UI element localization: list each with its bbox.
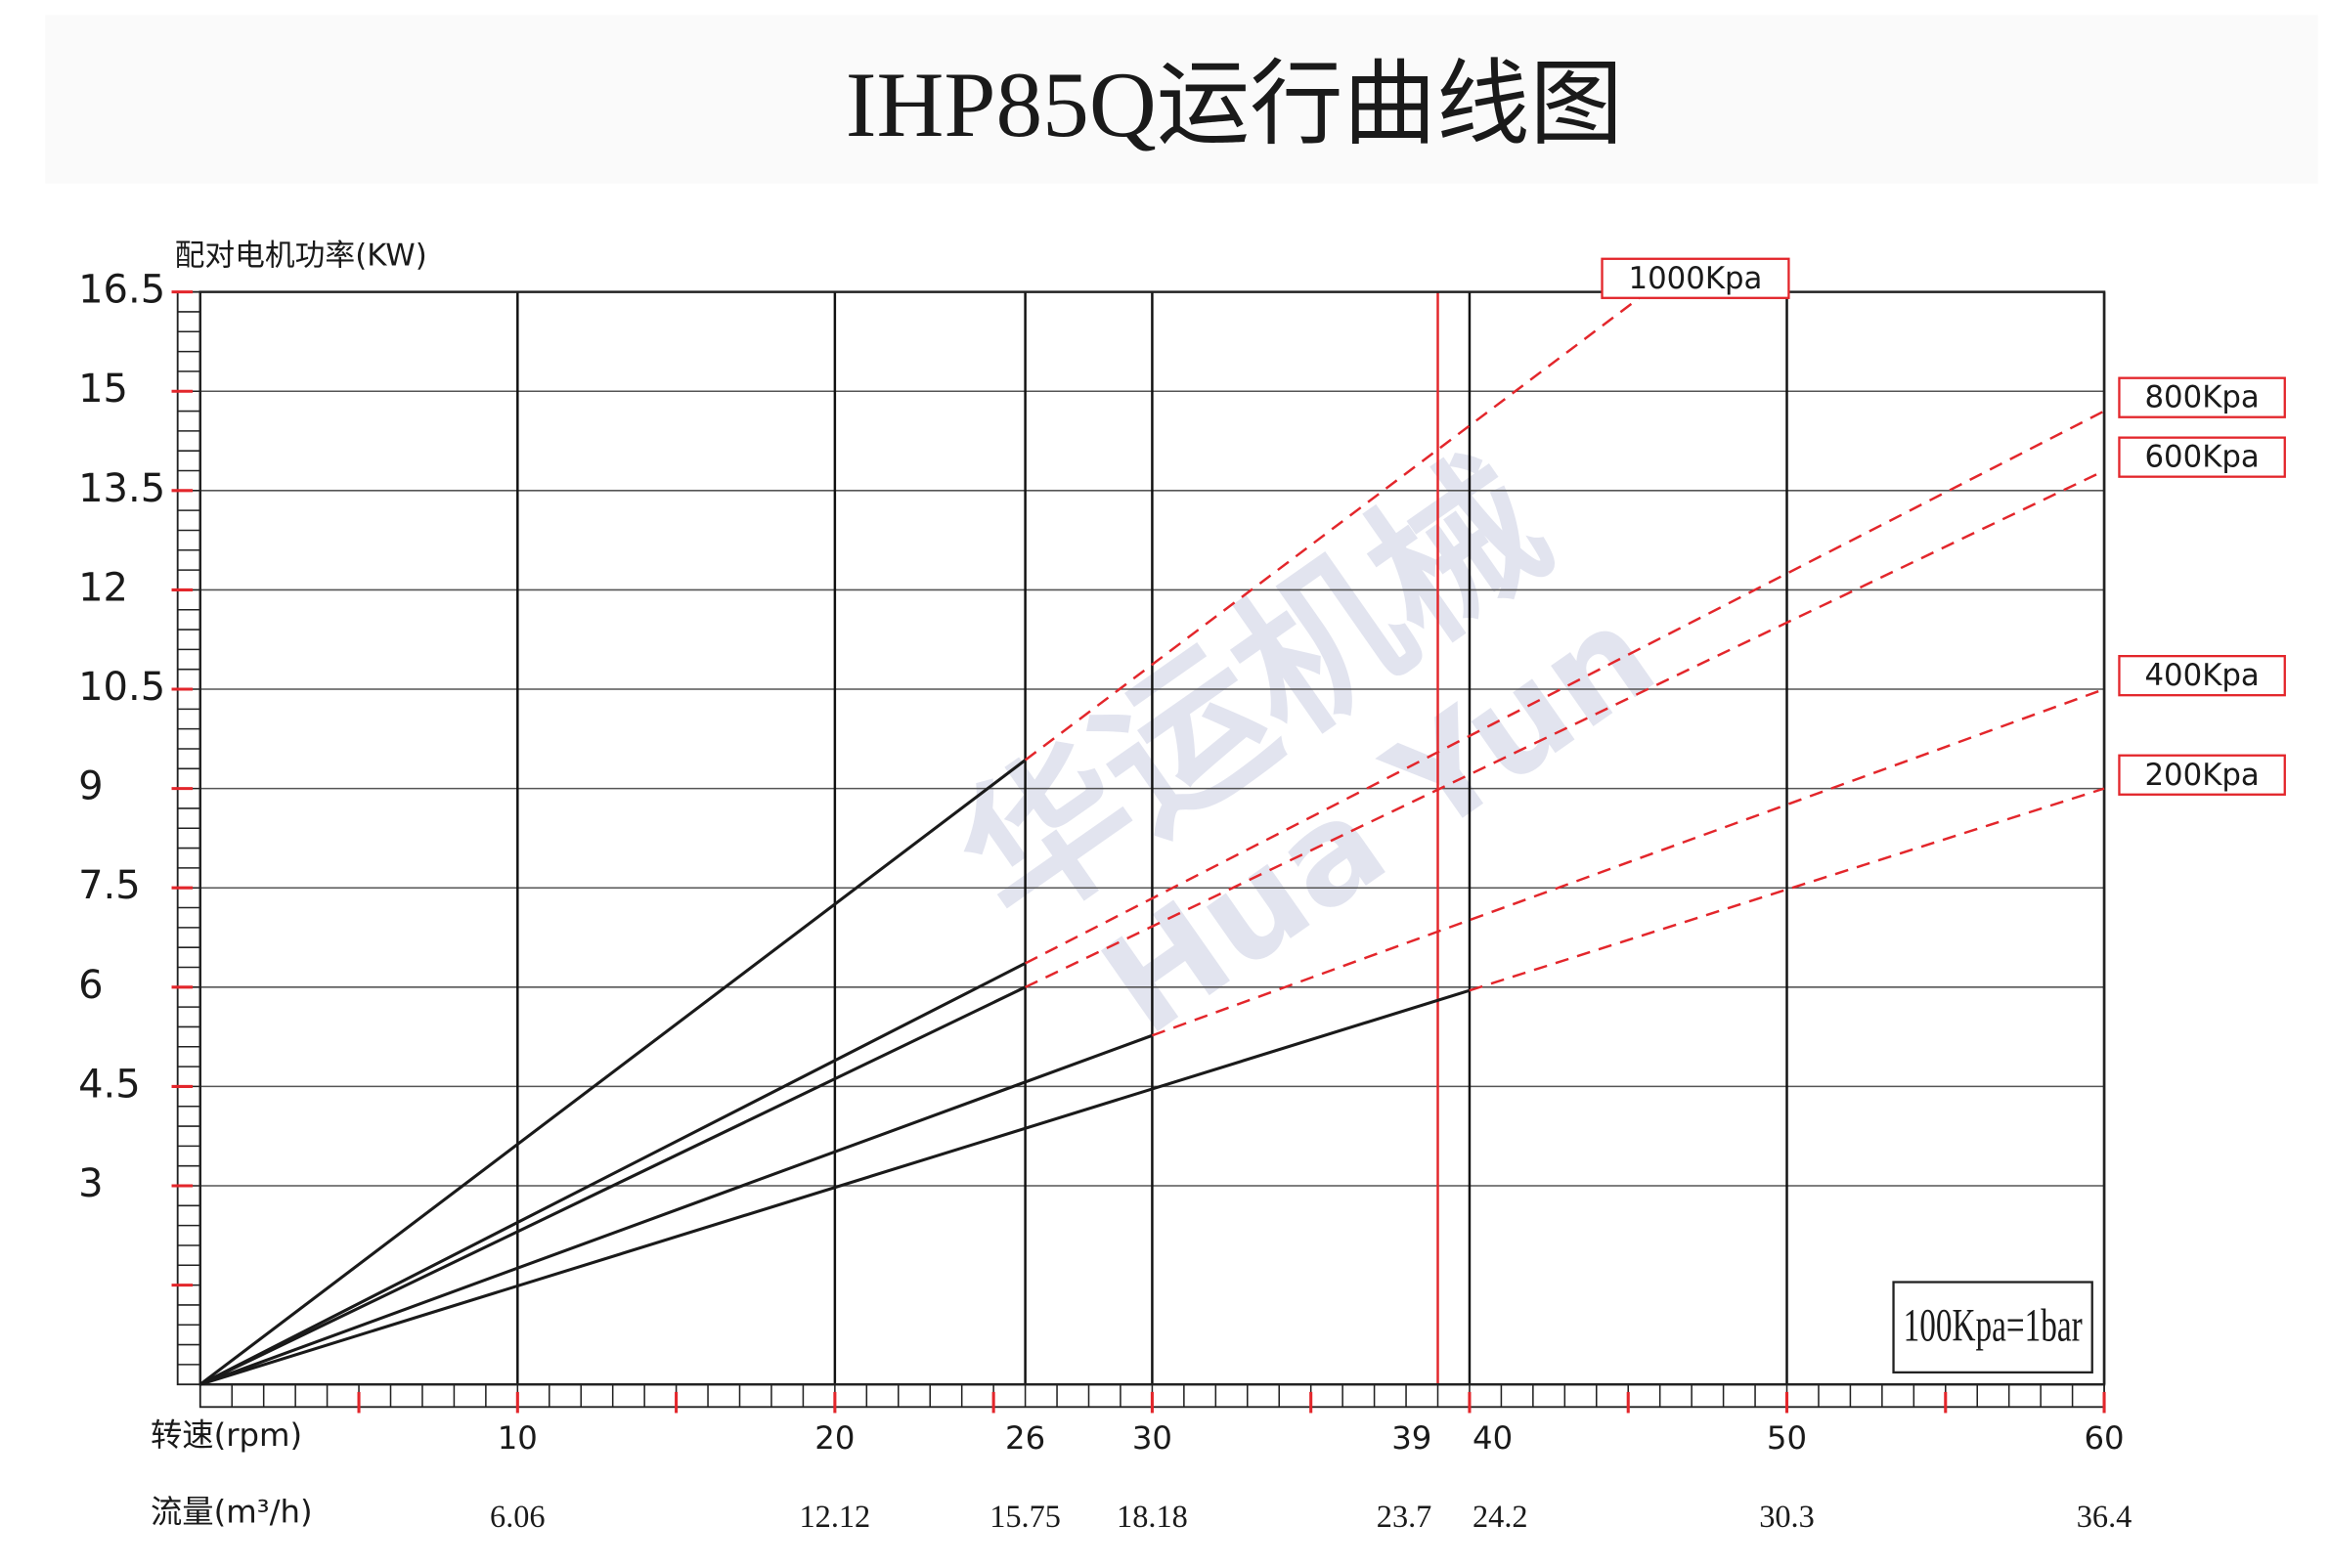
legend-label: 400Kpa	[2144, 658, 2259, 693]
y-tick-label: 6	[78, 963, 103, 1008]
flow-tick-label: 15.75	[989, 1499, 1061, 1534]
y-tick-label: 3	[78, 1161, 103, 1206]
flow-tick-label: 23.7	[1377, 1499, 1432, 1534]
series-line	[199, 988, 1471, 1386]
y-ruler	[176, 290, 201, 1386]
flow-tick-label: 24.2	[1473, 1499, 1528, 1534]
series-line	[199, 1033, 1153, 1386]
x-tick-label: 20	[814, 1419, 855, 1457]
y-axis-label: 配对电机功率(KW)	[175, 239, 427, 274]
legend-box	[2118, 436, 2286, 478]
title-band	[45, 15, 2318, 184]
flow-tick-label: 30.3	[1759, 1499, 1815, 1534]
legend-box	[1601, 257, 1790, 299]
x-tick-label: 50	[1767, 1419, 1807, 1457]
y-tick-label: 16.5	[78, 268, 165, 313]
x-axis-label: 转速(rpm)	[151, 1416, 302, 1454]
series-line	[199, 985, 1027, 1386]
legend-label: 800Kpa	[2144, 380, 2259, 415]
y-tick-label: 4.5	[78, 1062, 141, 1107]
x-tick-label: 39	[1391, 1419, 1431, 1457]
x-tick-label: 60	[2084, 1419, 2124, 1457]
series-line	[198, 759, 1027, 1386]
legend-label: 1000Kpa	[1629, 261, 1763, 296]
flow-label: 流量(m³/h)	[151, 1494, 313, 1531]
x-tick-label: 40	[1473, 1419, 1513, 1457]
y-tick-label: 13.5	[78, 466, 165, 511]
y-tick-label: 10.5	[78, 665, 165, 710]
watermark: 华运机械 Hua Yun	[927, 424, 1682, 1065]
flow-tick-label: 36.4	[2077, 1499, 2132, 1534]
flow-tick-label: 18.18	[1117, 1499, 1188, 1534]
flow-tick-label: 6.06	[490, 1499, 546, 1534]
flow-tick-label: 12.12	[800, 1499, 871, 1534]
x-tick-label: 26	[1005, 1419, 1045, 1457]
plot-frame	[198, 290, 2106, 1386]
note: 100Kpa=1bar	[1904, 1299, 2083, 1351]
legend-box	[2118, 754, 2286, 796]
x-tick-label: 10	[498, 1419, 538, 1457]
legend-label: 600Kpa	[2144, 440, 2259, 475]
chart-title: IHP85Q运行曲线图	[846, 53, 1623, 156]
legend-label: 200Kpa	[2144, 758, 2259, 793]
y-tick-label: 15	[78, 367, 128, 412]
y-tick-label: 7.5	[78, 863, 141, 908]
series-line-extension	[1151, 687, 2105, 1037]
legend-box	[2118, 655, 2286, 697]
y-tick-label: 9	[78, 764, 103, 809]
legend-box	[2118, 376, 2286, 418]
note-box	[1892, 1281, 2093, 1374]
series-line	[199, 962, 1027, 1386]
series-line-extension	[1469, 787, 2105, 992]
x-tick-label: 30	[1132, 1419, 1172, 1457]
y-tick-label: 12	[78, 565, 128, 610]
series-line-extension	[1025, 469, 2105, 988]
series-line-extension	[1024, 290, 1649, 762]
